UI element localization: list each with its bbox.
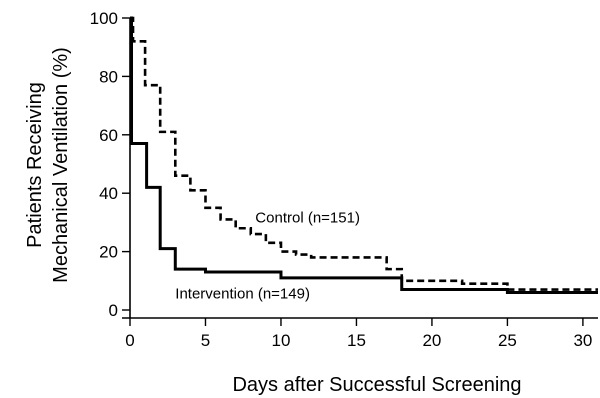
annotation-layer: Control (n=151) Intervention (n=149) xyxy=(175,209,360,302)
y-axis-title-line-2: Mechanical Ventilation (%) xyxy=(50,47,72,283)
x-tick-label: 25 xyxy=(498,331,517,350)
y-tick-label: 100 xyxy=(90,9,118,28)
x-tick-label: 15 xyxy=(347,331,366,350)
x-tick-label: 20 xyxy=(422,331,441,350)
series-line-intervention xyxy=(130,16,598,294)
series-annotation-label: Intervention (n=149) xyxy=(175,285,310,302)
x-tick-label: 30 xyxy=(573,331,592,350)
series-layer xyxy=(130,16,598,294)
x-tick-label: 10 xyxy=(272,331,291,350)
x-axis-title: Days after Successful Screening xyxy=(232,374,521,396)
y-tick-label: 0 xyxy=(109,301,118,320)
y-axis-title-line-1: Patients Receiving xyxy=(24,82,46,248)
y-tick-label: 20 xyxy=(99,243,118,262)
series-annotation-label: Control (n=151) xyxy=(255,209,360,226)
y-tick-label: 40 xyxy=(99,184,118,203)
axes: 0 20 40 60 80 100 0 5 10 15 20 25 30 xyxy=(90,9,598,350)
y-tick-label: 60 xyxy=(99,126,118,145)
x-tick-label: 5 xyxy=(201,331,210,350)
x-tick-label: 0 xyxy=(125,331,134,350)
series-line-control xyxy=(130,16,598,291)
y-tick-label: 80 xyxy=(99,67,118,86)
